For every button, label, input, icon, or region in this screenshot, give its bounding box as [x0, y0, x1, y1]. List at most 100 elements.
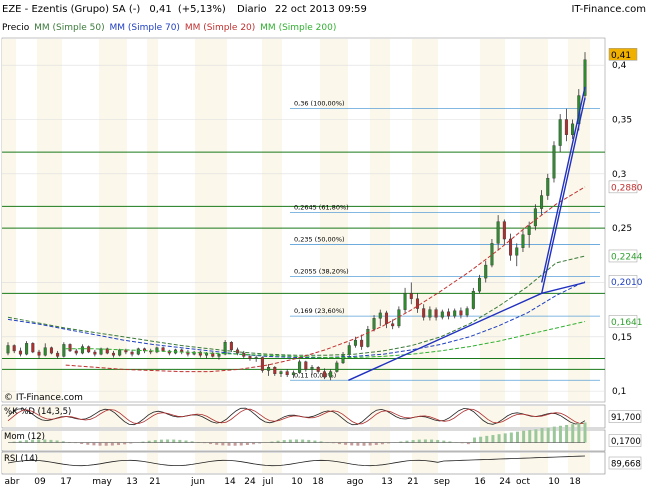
momentum-bar [43, 439, 47, 443]
candle-body [552, 145, 556, 179]
x-tick-label: 10 [548, 477, 560, 487]
indicator-panel [1, 404, 606, 429]
price-panel: 0,36 (100,00%) 0,2645 (61,80%) 0,235 (50,0… [1, 37, 643, 403]
candle-body [229, 342, 233, 351]
x-tick-label: 13 [126, 477, 137, 487]
candle-body [415, 298, 419, 309]
candle-body [105, 348, 109, 354]
candle-body [484, 264, 488, 279]
momentum-bar [239, 442, 243, 446]
value-tag-label: 0,1641 [611, 318, 643, 328]
candle-body [217, 353, 221, 357]
column-band [370, 453, 390, 473]
momentum-bar [344, 442, 348, 445]
momentum-bar [417, 439, 421, 443]
column-band [480, 39, 505, 401]
momentum-bar [466, 442, 470, 445]
candle-body [291, 372, 295, 376]
momentum-bar [522, 430, 526, 443]
indicator-panel [1, 451, 606, 475]
plot-background [1, 37, 606, 403]
momentum-bar [436, 439, 440, 443]
momentum-bar [430, 439, 434, 443]
value-tag [608, 180, 638, 194]
momentum-bar [387, 442, 391, 444]
momentum-bar [245, 442, 249, 446]
momentum-bar [288, 439, 292, 443]
candle-body [12, 345, 16, 352]
y-tick-label: 0,4 [612, 61, 627, 71]
x-tick-label: jul [262, 477, 274, 487]
value-tag-label: 0,41 [611, 51, 631, 61]
momentum-bar [552, 426, 556, 443]
momentum-bar [116, 442, 120, 446]
watermark: © IT-Finance.com [4, 393, 83, 403]
momentum-bar [565, 424, 569, 443]
momentum-bar [460, 442, 464, 444]
column-band [195, 453, 227, 473]
candle-body [68, 344, 72, 352]
indicator-value-tag [608, 434, 642, 447]
fib-label: 0,2645 (61,80%) [294, 203, 349, 211]
momentum-bar [337, 442, 341, 445]
momentum-bar [528, 430, 532, 443]
momentum-bar [295, 439, 298, 443]
x-tick-label: 18 [569, 477, 581, 487]
fib-label: 0,169 (23,60%) [294, 307, 345, 315]
column-band [320, 453, 348, 473]
ma70-line [7, 280, 586, 358]
candle-body [558, 119, 562, 146]
column-band [520, 453, 548, 473]
momentum-bar [55, 440, 59, 443]
column-band [195, 39, 227, 401]
candle-body [372, 318, 376, 330]
momentum-bar [307, 439, 311, 443]
momentum-bar [282, 440, 286, 443]
momentum-bar [18, 440, 22, 443]
indicator-value: 89,668 [611, 460, 641, 470]
value-tag-label: 0,2010 [611, 278, 643, 288]
momentum-bar [92, 442, 96, 446]
momentum-bar [583, 422, 587, 443]
column-band [37, 406, 62, 427]
candle-body [533, 208, 537, 227]
momentum-bar [12, 441, 16, 443]
trend-line-upper [541, 86, 586, 283]
momentum-bar [98, 442, 102, 446]
candle-body [111, 352, 115, 356]
column-band [99, 431, 127, 450]
momentum-bar [405, 440, 409, 443]
column-band [320, 39, 348, 401]
indicator-name: RSI (14) [4, 454, 38, 464]
column-band [37, 39, 62, 401]
candle-body [397, 309, 401, 327]
candle-body [304, 361, 308, 370]
candle-body [515, 247, 519, 256]
candle-body [223, 342, 227, 355]
momentum-bar [485, 435, 489, 443]
fib-label: 0,11 (0,00%) [294, 371, 336, 379]
value-tag-label: 0,2880 [611, 183, 643, 193]
x-tick-label: 24 [499, 477, 511, 487]
candle-body [409, 293, 413, 299]
column-band [195, 431, 227, 450]
momentum-bar [509, 432, 513, 443]
candle-body [447, 311, 451, 317]
momentum-bar [313, 440, 317, 443]
column-band [568, 406, 590, 427]
candle-body [465, 308, 469, 316]
momentum-bar [37, 439, 41, 443]
candle-body [161, 347, 165, 352]
candle-body [130, 351, 134, 355]
momentum-bar [172, 439, 176, 443]
candle-body [18, 350, 22, 355]
x-tick-label: 16 [474, 477, 486, 487]
momentum-bar [479, 436, 483, 443]
momentum-bar [497, 434, 501, 443]
momentum-bar [571, 424, 575, 443]
candle-body [391, 323, 395, 327]
candle-body [74, 350, 78, 354]
fib-label: 0,36 (100,00%) [294, 100, 345, 108]
momentum-bar [399, 441, 403, 443]
